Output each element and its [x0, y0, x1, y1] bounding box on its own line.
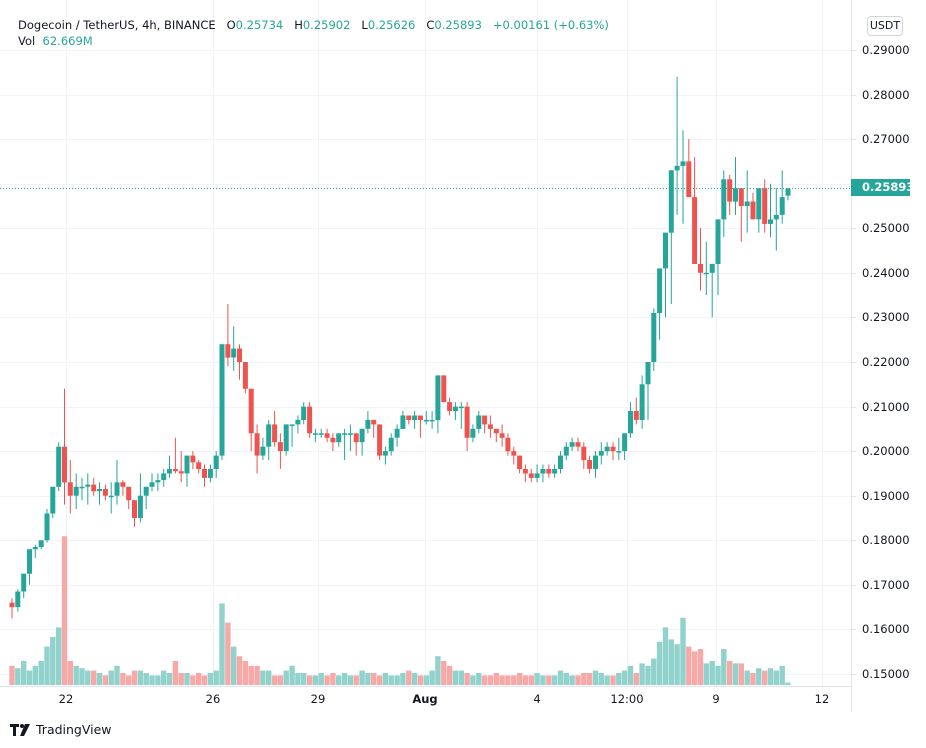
change-value: +0.00161 (+0.63%)	[492, 18, 609, 32]
price-tick-label: 0.15000	[862, 666, 910, 681]
high-label: H	[294, 18, 303, 32]
last-price-label: 0.25893	[851, 179, 914, 196]
price-tick-label: 0.24000	[862, 265, 910, 280]
tradingview-logo-icon	[10, 723, 30, 736]
price-tick-label: 0.29000	[862, 43, 910, 57]
price-tick-label: 0.21000	[862, 399, 910, 414]
ohlc-row: Dogecoin / TetherUS, 4h, BINANCE O0.2573…	[18, 17, 609, 33]
time-tick-label: Aug	[412, 692, 438, 706]
price-tick-label: 0.20000	[862, 444, 910, 459]
time-tick-label: 9	[712, 692, 720, 706]
currency-unit-button[interactable]: USDT	[867, 16, 903, 36]
time-tick-label: 29	[310, 692, 326, 706]
high-value: 0.25902	[302, 18, 351, 32]
price-tick-label: 0.23000	[862, 310, 910, 325]
price-tick-label: 0.16000	[862, 622, 910, 637]
price-tick-label: 0.17000	[862, 577, 910, 592]
brand-name: TradingView	[36, 722, 112, 737]
price-tick-label: 0.18000	[862, 533, 910, 548]
volume-label[interactable]: Vol	[18, 34, 36, 48]
volume-value: 62.669M	[42, 34, 93, 48]
time-tick-label: 4	[533, 692, 541, 706]
symbol-title[interactable]: Dogecoin / TetherUS, 4h, BINANCE	[18, 18, 216, 32]
price-tick-label: 0.28000	[862, 87, 910, 102]
close-label: C	[426, 18, 435, 32]
low-label: L	[361, 18, 368, 32]
time-tick-label: 22	[58, 692, 74, 706]
price-tick-label: 0.19000	[862, 488, 910, 503]
price-tick-label: 0.27000	[862, 132, 910, 147]
low-value: 0.25626	[367, 18, 416, 32]
time-tick-label: 12:00	[610, 692, 644, 706]
volume-row: Vol 62.669M	[18, 33, 609, 49]
open-label: O	[226, 18, 236, 32]
time-tick-label: 26	[205, 692, 221, 706]
time-tick-label: 12	[814, 692, 830, 706]
close-value: 0.25893	[434, 18, 482, 32]
price-tick-label: 0.22000	[862, 354, 910, 369]
price-tick-label: 0.25000	[862, 221, 910, 236]
open-value: 0.25734	[235, 18, 284, 32]
tradingview-logo[interactable]: TradingView	[10, 722, 112, 737]
symbol-legend: Dogecoin / TetherUS, 4h, BINANCE O0.2573…	[18, 17, 609, 49]
